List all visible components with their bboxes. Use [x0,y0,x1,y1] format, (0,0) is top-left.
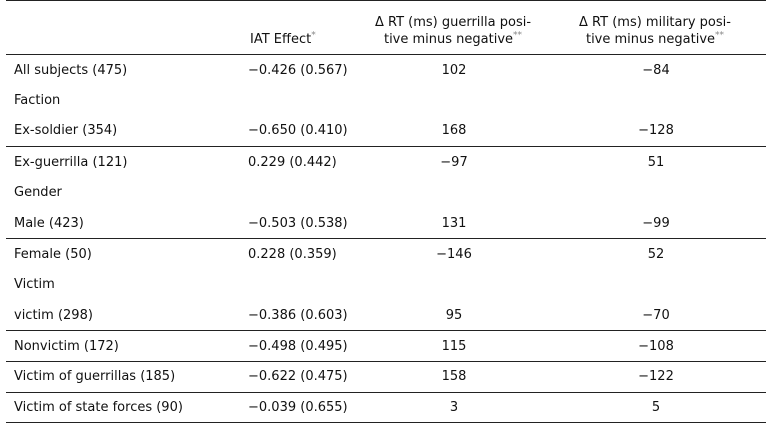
row-label: Gender [14,185,62,201]
row-label: Ex-guerrilla (121) [6,146,222,178]
row-label: Ex-soldier (354) [14,123,118,139]
row-label: Victim of guerrillas (185) [6,360,222,393]
military-rt-value [544,85,766,116]
guerrilla-rt-value: 168 [441,123,467,139]
guerrilla-rt-value: 131 [441,215,467,231]
guerrilla-rt-value [362,269,544,300]
guerrilla-rt-value: 95 [445,307,463,323]
military-rt-value: 5 [544,391,766,424]
military-rt-value: −122 [544,360,766,393]
header-guerrilla-line1: Δ RT (ms) guerrilla posi- [374,15,532,30]
table-row: Nonvictim (172) −0.498 (0.495) 115 −108 [6,330,766,362]
table-row: Victim of guerrillas (185) −0.622 (0.475… [6,360,766,393]
iat-value: −0.650 (0.410) [248,123,348,139]
military-rt-value: 52 [544,238,766,270]
iat-value [222,269,362,300]
military-rt-value [544,177,766,208]
row-label: Nonvictim (172) [6,330,222,362]
header-military-rt: Δ RT (ms) military posi-tive minus negat… [544,0,766,55]
guerrilla-rt-value: 158 [362,360,544,393]
military-rt-value: −70 [642,307,670,323]
iat-value: −0.503 (0.538) [248,215,348,231]
header-guerrilla-line2: tive minus negative [383,32,514,47]
military-rt-value [544,269,766,300]
row-label: victim (298) [14,307,93,323]
table-header: IAT Effect* Δ RT (ms) guerrilla posi-tiv… [6,0,766,55]
header-military-line2: tive minus negative [585,32,716,47]
military-rt-value: −99 [642,215,670,231]
header-group-column [6,0,222,55]
guerrilla-rt-value: −97 [362,146,544,178]
iat-value [222,177,362,208]
row-label: Victim of state forces (90) [6,391,222,424]
header-guerrilla-rt: Δ RT (ms) guerrilla posi-tive minus nega… [362,0,544,55]
row-label: Male (423) [14,215,84,231]
military-rt-value: 51 [544,146,766,178]
table-body: All subjects (475) −0.426 (0.567) 102 −8… [6,55,766,424]
guerrilla-rt-value: −146 [362,238,544,270]
table-row: Ex-soldier (354) −0.650 (0.410) 168 −128 [6,116,766,147]
iat-value [222,85,362,116]
military-rt-value: −108 [544,330,766,362]
header-iat-effect: IAT Effect* [222,0,362,55]
table-row: Victim [6,269,766,300]
iat-value: 0.229 (0.442) [222,146,362,178]
table-row: Ex-guerrilla (121) 0.229 (0.442) −97 51 [6,146,766,178]
table-row: Victim of state forces (90) −0.039 (0.65… [6,391,766,424]
guerrilla-rt-value: 3 [362,391,544,424]
header-guerrilla-footnote-mark: ** [513,30,523,41]
iat-value: −0.498 (0.495) [222,330,362,362]
header-iat-footnote-mark: * [311,30,316,41]
guerrilla-rt-value [362,85,544,116]
row-label: Victim [14,277,55,293]
table-row: victim (298) −0.386 (0.603) 95 −70 [6,300,766,331]
header-military-line1: Δ RT (ms) military posi- [579,15,731,30]
header-row: IAT Effect* Δ RT (ms) guerrilla posi-tiv… [6,0,766,55]
military-rt-value: −84 [642,62,670,78]
military-rt-value: −128 [638,123,674,139]
header-military-footnote-mark: ** [715,30,725,41]
table-row: Male (423) −0.503 (0.538) 131 −99 [6,208,766,239]
row-label: Female (50) [6,238,222,270]
iat-value: 0.228 (0.359) [222,238,362,270]
guerrilla-rt-value: 115 [362,330,544,362]
row-label: All subjects (475) [14,62,128,78]
table-row: All subjects (475) −0.426 (0.567) 102 −8… [6,55,766,86]
table-row: Female (50) 0.228 (0.359) −146 52 [6,238,766,270]
guerrilla-rt-value: 102 [441,62,467,78]
table-row: Faction [6,85,766,116]
iat-value: −0.386 (0.603) [248,307,348,323]
results-table: IAT Effect* Δ RT (ms) guerrilla posi-tiv… [6,0,766,424]
iat-value: −0.426 (0.567) [248,62,348,78]
header-iat-label: IAT Effect [250,32,312,47]
iat-value: −0.039 (0.655) [222,391,362,424]
table-row: Gender [6,177,766,208]
iat-value: −0.622 (0.475) [222,360,362,393]
guerrilla-rt-value [362,177,544,208]
row-label: Faction [14,93,61,109]
